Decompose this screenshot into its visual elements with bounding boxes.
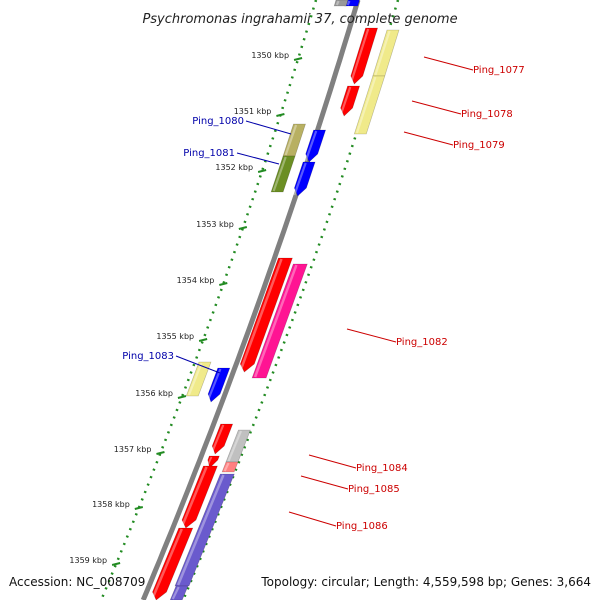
gene-leader-line: [300, 475, 349, 490]
accession-text: Accession: NC_008709: [9, 575, 145, 589]
gene-block-highlight: [227, 430, 242, 462]
gene-block-highlight: [210, 424, 225, 454]
gene-leader-line: [245, 120, 292, 135]
gene-leader-line: [411, 100, 462, 115]
kbp-label: 1358 kbp: [92, 500, 130, 509]
page-title: Psychromonas ingrahamii 37, complete gen…: [142, 12, 457, 27]
kbp-tick: [219, 282, 228, 286]
gene-block: [221, 461, 239, 473]
gene-leader-lines: [175, 56, 474, 527]
gene-block: [207, 367, 231, 403]
gene-leader-line: [236, 152, 280, 165]
kbp-label: 1359 kbp: [69, 556, 107, 565]
gene-block-highlight: [253, 264, 298, 378]
gene-block-highlight: [180, 466, 208, 528]
gene-block-highlight: [284, 124, 298, 156]
gene-block-highlight: [205, 456, 213, 468]
gene-label-ping-1082[interactable]: Ping_1082: [396, 337, 448, 348]
gene-block: [350, 27, 379, 85]
gene-block: [181, 465, 218, 529]
kbp-tick: [276, 113, 285, 117]
gene-block: [340, 85, 361, 117]
kbp-label: 1357 kbp: [114, 445, 152, 454]
gene-label-ping-1086[interactable]: Ping_1086: [336, 521, 388, 532]
gene-leader-line: [423, 56, 474, 71]
gene-block: [251, 263, 308, 379]
kbp-label: 1355 kbp: [156, 332, 194, 341]
gene-block: [185, 361, 212, 397]
kbp-label: 1356 kbp: [135, 389, 173, 398]
gene-block: [239, 257, 293, 373]
kbp-tick: [238, 226, 248, 230]
gene-block-highlight: [171, 586, 180, 600]
gene-block-highlight: [151, 528, 183, 600]
gene-block-highlight: [304, 130, 318, 162]
gene-leader-line: [308, 454, 357, 469]
gene-block: [169, 585, 189, 600]
gene-label-ping-1084[interactable]: Ping_1084: [356, 463, 408, 474]
gene-block: [270, 155, 296, 193]
gene-block: [174, 473, 235, 587]
gene-block: [294, 161, 316, 197]
gene-label-ping-1081[interactable]: Ping_1081: [183, 148, 235, 159]
gene-block-highlight: [335, 0, 340, 6]
gene-block-highlight: [272, 156, 287, 192]
gene-label-ping-1077[interactable]: Ping_1077: [473, 65, 525, 76]
kbp-tick: [111, 562, 121, 566]
gene-block-highlight: [346, 0, 351, 6]
gene-leader-line: [175, 355, 221, 374]
gene-block-highlight: [339, 86, 352, 116]
gene-block-highlight: [187, 362, 203, 396]
gene-label-ping-1080[interactable]: Ping_1080: [192, 116, 244, 127]
gene-label-ping-1079[interactable]: Ping_1079: [453, 140, 505, 151]
kbp-label: 1350 kbp: [251, 51, 289, 60]
gene-label-ping-1078[interactable]: Ping_1078: [461, 109, 513, 120]
gene-block-highlight: [206, 368, 222, 402]
labels: 1350 kbp 1351 kbp 1352 kbp 1353 kbp 1354 kbp…: [69, 51, 524, 565]
kbp-tick: [156, 451, 165, 455]
kbp-tick: [293, 57, 303, 61]
gene-block-highlight: [223, 462, 230, 472]
gene-block-highlight: [239, 258, 283, 372]
gene-block: [207, 455, 220, 469]
kbp-label: 1354 kbp: [177, 276, 215, 285]
genome-backbone: [140, 0, 361, 600]
gene-block: [305, 129, 327, 163]
gene-block: [333, 0, 349, 7]
kbp-tick: [177, 395, 187, 399]
kbp-tick: [198, 338, 208, 342]
gene-block-highlight: [293, 162, 307, 196]
gene-leader-line: [403, 131, 454, 146]
topology-text: Topology: circular; Length: 4,559,598 bp…: [260, 575, 591, 589]
gene-label-ping-1085[interactable]: Ping_1085: [348, 484, 400, 495]
kbp-label: 1351 kbp: [234, 107, 272, 116]
kbp-label: 1353 kbp: [196, 220, 234, 229]
gene-leader-line: [288, 511, 337, 527]
kbp-tick: [257, 169, 267, 173]
gene-features: [151, 0, 400, 600]
gene-block-highlight: [355, 76, 377, 134]
kbp-tick: [134, 506, 144, 510]
gene-leader-line: [346, 328, 397, 343]
kbp-label: 1352 kbp: [215, 163, 253, 172]
gene-block: [211, 423, 234, 455]
gene-block: [353, 75, 386, 135]
gene-label-ping-1083[interactable]: Ping_1083: [122, 351, 174, 362]
gene-block: [152, 527, 194, 600]
gene-block-highlight: [176, 474, 225, 586]
gene-block-highlight: [349, 28, 370, 84]
left-dotted-track: [100, 0, 318, 600]
gene-block-highlight: [374, 30, 391, 76]
